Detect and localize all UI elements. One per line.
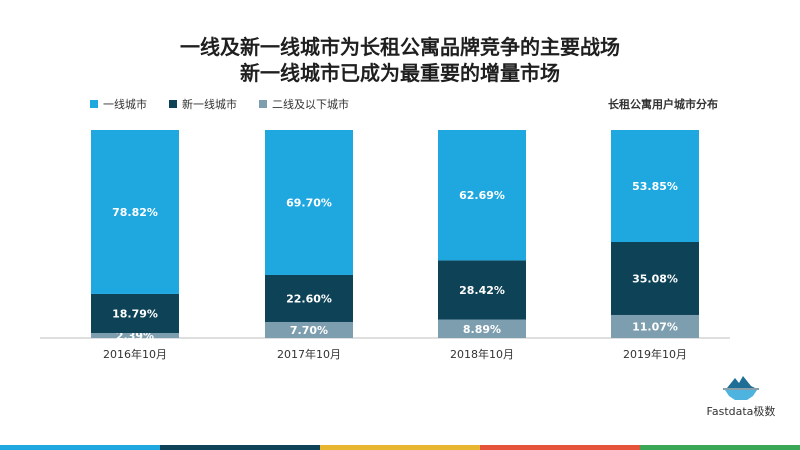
data-label: 35.08%	[632, 272, 678, 285]
bar-segment	[265, 321, 353, 338]
data-label: 78.82%	[112, 206, 158, 219]
x-tick-label: 2018年10月	[450, 347, 514, 361]
bar-segment	[611, 314, 699, 338]
chart-title-line1: 一线及新一线城市为长租公寓品牌竞争的主要战场	[180, 35, 620, 59]
data-label: 8.89%	[463, 323, 501, 336]
legend-label-tier1: 一线城市	[103, 98, 147, 111]
data-label: 11.07%	[632, 320, 678, 333]
data-label: 22.60%	[286, 292, 332, 305]
legend-label-tier2-below: 二线及以下城市	[272, 98, 349, 111]
iceberg-logo-icon	[723, 376, 759, 400]
legend-swatch-tier1	[90, 100, 98, 108]
data-label: 18.79%	[112, 307, 158, 320]
x-tick-label: 2019年10月	[623, 347, 687, 361]
footer-color-segment	[0, 445, 160, 450]
bar-segment	[91, 293, 179, 334]
data-label: 53.85%	[632, 180, 678, 193]
footer-color-segment	[480, 445, 640, 450]
bar-segment	[265, 274, 353, 322]
x-tick-label: 2016年10月	[103, 347, 167, 361]
bar-segment	[265, 130, 353, 275]
footer-color-segment	[320, 445, 480, 450]
chart-subtitle: 长租公寓用户城市分布	[608, 98, 718, 111]
bar-segment	[611, 130, 699, 243]
bar-segment	[438, 130, 526, 261]
fastdata-logo: Fastdata极数	[706, 374, 776, 419]
legend-item-tier2-below: 二线及以下城市	[259, 96, 349, 112]
data-label: 28.42%	[459, 284, 505, 297]
bar-segment	[91, 130, 179, 294]
x-tick-label: 2017年10月	[277, 347, 341, 361]
bar-segment	[438, 319, 526, 338]
data-label: 69.70%	[286, 196, 332, 209]
data-label: 7.70%	[290, 324, 328, 337]
legend: 一线城市 新一线城市 二线及以下城市	[90, 96, 349, 112]
legend-swatch-new-tier1	[169, 100, 177, 108]
footer-color-segment	[160, 445, 320, 450]
bar-segment	[611, 242, 699, 315]
data-label: 62.69%	[459, 189, 505, 202]
legend-item-tier1: 一线城市	[90, 96, 147, 112]
legend-item-new-tier1: 新一线城市	[169, 96, 237, 112]
legend-label-new-tier1: 新一线城市	[182, 98, 237, 111]
legend-swatch-tier2-below	[259, 100, 267, 108]
bar-segment	[438, 260, 526, 320]
bar-segment	[91, 333, 179, 338]
chart-title-line2: 新一线城市已成为最重要的增量市场	[240, 61, 560, 85]
logo-text: Fastdata极数	[706, 405, 776, 418]
footer-color-segment	[640, 445, 800, 450]
footer-color-bar	[0, 445, 800, 450]
